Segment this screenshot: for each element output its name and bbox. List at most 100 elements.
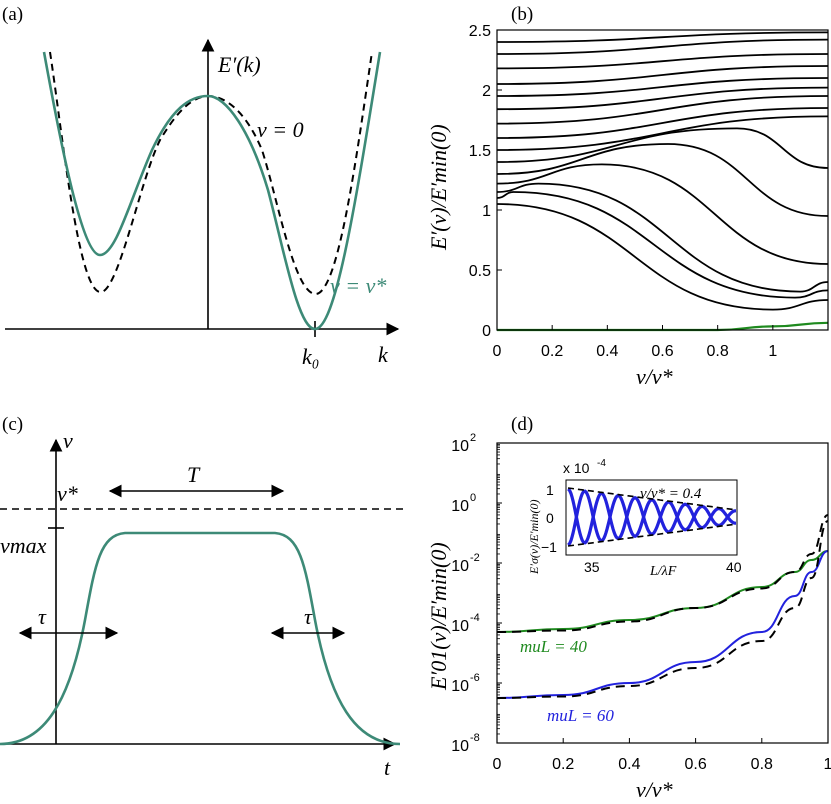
panel-b-band-7: [496, 107, 829, 139]
panel-d-mu40-label: muL = 40: [520, 637, 587, 656]
panel-b-ytick-5: 2.5: [469, 23, 491, 40]
panel-d-inset: x 10 -4 v/v* = 0.4 1 0 −1 35 40 L/λF E′σ…: [527, 458, 742, 579]
inset-xtick-40: 40: [726, 559, 742, 575]
panel-b-band-3: [496, 163, 829, 265]
panel-b-xtick-5: 1: [768, 343, 777, 360]
panel-b-band-8: [496, 95, 829, 125]
panel-c-pulse-curve: [0, 531, 401, 746]
panel-b-band-6: [496, 115, 829, 151]
panel-b: (b) 0 0.2 0.4 0.6 0.8 1 0 0.5 1 1.5 2 2.5 v/v* E′(…: [426, 4, 829, 389]
inset-oscillation: [567, 487, 736, 547]
panel-d-ytick-exp-3: -2: [470, 552, 480, 564]
panel-d-ytick-2: 10: [451, 618, 469, 635]
panel-d-ylabel: E′01(v)/E′min(0): [426, 542, 451, 691]
panel-d-ytick-exp-2: -4: [470, 612, 480, 624]
panel-d-ytick-exp-5: 2: [470, 432, 476, 444]
panel-d-ytick-exp-0: -8: [470, 732, 480, 744]
panel-d-xtick-0: 0: [493, 756, 502, 773]
panel-b-xlabel: v/v*: [636, 364, 673, 389]
panel-a-k0-label: k₀: [302, 344, 319, 369]
panel-d-ytick-3: 10: [451, 558, 469, 575]
panel-b-xtick-3: 0.6: [651, 343, 673, 360]
panel-b-bands: [496, 31, 829, 311]
inset-scale-label: x 10: [563, 460, 590, 476]
panel-d-frame: [496, 442, 829, 744]
inset-xlabel: L/λF: [649, 564, 677, 579]
panel-b-ytick-4: 2: [482, 83, 491, 100]
panel-c-label: (c): [2, 414, 23, 435]
panel-b-ytick-0: 0: [482, 323, 491, 340]
panel-b-band-13: [496, 38, 829, 55]
panel-c-xlabel: t: [384, 755, 391, 780]
panel-c-T-label: T: [187, 462, 201, 487]
inset-ytick-0: 0: [546, 510, 554, 526]
panel-b-xtick-0: 0: [493, 343, 502, 360]
panel-d-label: (d): [511, 414, 533, 435]
panel-b-ylabel: E′(v)/E′min(0): [426, 124, 451, 251]
panel-d-xtick-2: 0.4: [618, 756, 640, 773]
panel-d-series-mu60: [496, 550, 829, 699]
inset-osc-line-1: [567, 487, 736, 545]
panel-d-xlabel: v/v*: [636, 777, 673, 802]
panel-c-tau-right-label: τ: [304, 604, 313, 629]
panel-a-v0-curve: [49, 51, 373, 296]
panel-a-vstar-label: v = v*: [330, 273, 386, 298]
inset-osc-line-0: [567, 489, 736, 547]
panel-d-ytick-1: 10: [451, 678, 469, 695]
panel-a-vstar-curve: [42, 51, 382, 331]
panel-b-label: (b): [511, 4, 533, 25]
inset-frame: [565, 479, 738, 556]
inset-ytick-m1: −1: [541, 539, 557, 555]
panel-d-xtick-4: 0.8: [751, 756, 773, 773]
panel-d-xtick-5: 1: [824, 756, 831, 773]
panel-d-ytick-5: 10: [451, 438, 469, 455]
panel-b-band-5: [496, 127, 829, 169]
panel-b-band-11: [496, 65, 829, 85]
panel-c: (c) v v* vmax T τ τ t: [0, 414, 403, 780]
panel-d-series: [496, 514, 829, 699]
panel-b-xticks: 0 0.2 0.4 0.6 0.8 1: [493, 325, 777, 360]
inset-xtick-35: 35: [584, 559, 600, 575]
panel-b-ytick-3: 1.5: [469, 143, 491, 160]
panel-d-xtick-1: 0.2: [552, 756, 574, 773]
panel-b-band-0: [496, 203, 829, 311]
panel-b-xtick-1: 0.2: [541, 343, 563, 360]
panel-d-xtick-3: 0.6: [684, 756, 706, 773]
panel-d-ytick-exp-1: -6: [470, 672, 480, 684]
inset-ytick-1: 1: [546, 482, 554, 498]
panel-d-ytick-4: 10: [451, 498, 469, 515]
panel-b-band-1: [496, 191, 829, 299]
panel-c-tau-left-label: τ: [38, 604, 47, 629]
panel-d-approx-0: [496, 514, 829, 633]
panel-c-vstar-label: v*: [57, 481, 78, 506]
panel-a-v0-label: v = 0: [257, 117, 304, 142]
panel-a-xlabel: k: [378, 342, 389, 367]
inset-ylabel: E′σ(v)/E′min(0): [527, 500, 541, 575]
panel-b-ytick-1: 0.5: [469, 263, 491, 280]
panel-d-ytick-0: 10: [451, 738, 469, 755]
panel-b-band-9: [496, 86, 829, 111]
panel-b-xtick-2: 0.4: [596, 343, 618, 360]
panel-c-ylabel: v: [63, 428, 73, 453]
panel-b-ytick-2: 1: [482, 203, 491, 220]
panel-b-xtick-4: 0.8: [707, 343, 729, 360]
panel-d-ytick-exp-4: 0: [470, 492, 476, 504]
panel-b-band-14: [496, 31, 829, 43]
inset-envelope-top: [567, 487, 737, 511]
panel-b-yticks: 0 0.5 1 1.5 2 2.5: [469, 23, 502, 340]
panel-b-band-10: [496, 77, 829, 97]
panel-d-mu60-label: muL = 60: [547, 706, 614, 725]
inset-scale-exponent: -4: [597, 458, 606, 469]
inset-envelope-bottom: [567, 523, 737, 547]
panel-d-xticks: 0 0.2 0.4 0.6 0.8 1: [493, 738, 831, 773]
panel-a: (a) E′(k) v = 0 v = v* k₀ k: [2, 4, 400, 369]
panel-a-ylabel: E′(k): [217, 52, 261, 77]
panel-d-approx-1: [496, 520, 829, 699]
panel-b-band-12: [496, 53, 829, 70]
panel-b-band-2: [496, 182, 829, 293]
panel-a-label: (a): [2, 4, 23, 25]
